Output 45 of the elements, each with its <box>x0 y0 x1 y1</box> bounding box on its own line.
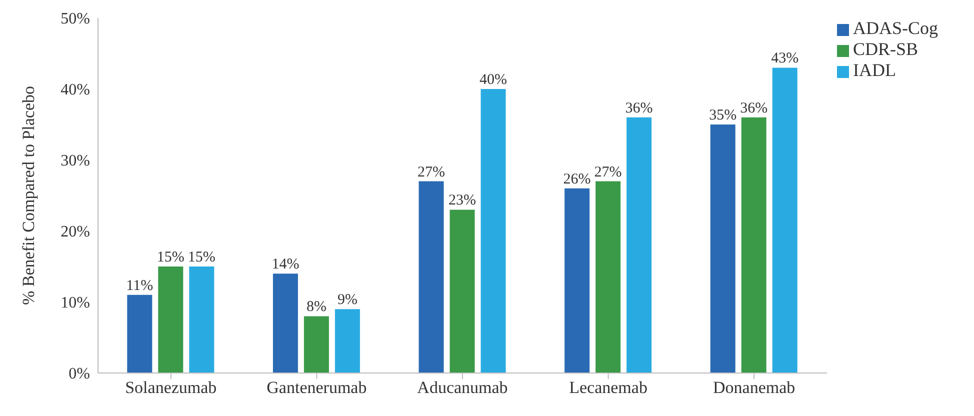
data-label: 14% <box>272 256 300 273</box>
legend-label: IADL <box>852 60 896 80</box>
bar <box>127 294 152 373</box>
x-tick-label: Gantenerumab <box>266 378 367 398</box>
x-tick-label: Solanezumab <box>125 378 217 398</box>
data-label: 36% <box>740 100 768 116</box>
bar <box>450 210 475 373</box>
legend-label: CDR-SB <box>852 39 918 59</box>
bar <box>304 316 329 373</box>
legend-label: ADAS-Cog <box>852 18 938 38</box>
data-label: 27% <box>418 164 446 180</box>
bar <box>189 266 214 373</box>
data-label: 35% <box>709 108 737 124</box>
data-label: 15% <box>156 250 184 266</box>
bar <box>596 181 621 373</box>
y-tick-label: 20% <box>60 224 90 241</box>
y-tick-label: 30% <box>60 152 90 170</box>
bar <box>741 117 766 373</box>
data-label: 26% <box>563 171 591 188</box>
data-label: 43% <box>771 50 799 67</box>
data-label: 11% <box>126 278 154 294</box>
bar <box>772 68 798 373</box>
bar <box>480 89 506 373</box>
bar <box>418 181 444 373</box>
data-label: 23% <box>448 192 476 209</box>
data-label: 27% <box>594 164 622 180</box>
bar <box>626 117 652 373</box>
data-label: 15% <box>188 250 216 266</box>
data-label: 8% <box>306 299 326 316</box>
bar <box>334 309 360 373</box>
x-tick-label: Lecanemab <box>569 378 648 398</box>
bar <box>272 274 298 373</box>
y-tick-label: 10% <box>60 294 90 312</box>
data-label: 40% <box>480 72 508 88</box>
y-axis-title: % Benefit Compared to Placebo <box>19 86 38 306</box>
x-tick-label: Donanemab <box>713 378 796 398</box>
y-tick-label: 0% <box>68 366 90 383</box>
bar <box>158 266 184 373</box>
y-tick-label: 50% <box>60 10 90 28</box>
data-label: 9% <box>337 292 358 308</box>
bar <box>710 124 736 373</box>
data-label: 36% <box>625 100 653 116</box>
y-tick-label: 40% <box>60 82 90 99</box>
bar <box>564 188 590 373</box>
x-tick-label: Aducanumab <box>417 378 508 398</box>
